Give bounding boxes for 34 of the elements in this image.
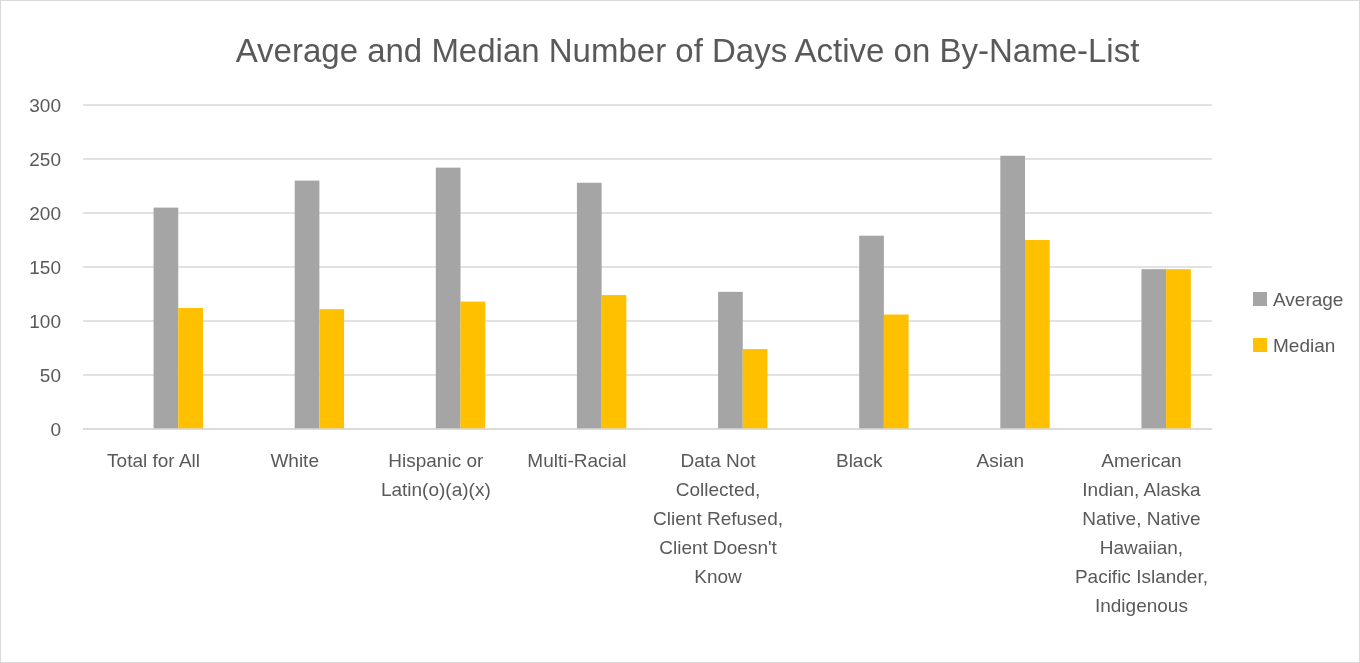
- y-tick-label: 250: [29, 148, 61, 170]
- bar: [576, 182, 602, 429]
- y-tick-label: 100: [29, 310, 61, 332]
- bar: [294, 180, 320, 429]
- x-tick-label: Multi-Racial: [527, 450, 627, 471]
- bar: [1025, 240, 1050, 429]
- legend-label: Average: [1273, 288, 1344, 310]
- bar: [883, 314, 909, 429]
- y-tick-label: 200: [29, 202, 61, 224]
- bar: [601, 295, 627, 429]
- x-tick-label: Total for All: [107, 450, 201, 471]
- bar: [178, 308, 203, 429]
- y-tick-label: 150: [29, 256, 61, 278]
- bar: [1141, 269, 1167, 429]
- x-tick-label: American Indian, Alaska Native, Native Hawaiian, Pacific Islander, Indigenous: [1074, 450, 1208, 616]
- bar: [153, 207, 179, 429]
- bar: [718, 291, 743, 429]
- bar: [859, 235, 884, 429]
- chart-title: Average and Median Number of Days Active on By-Name-List: [235, 32, 1140, 69]
- bar: [1000, 155, 1026, 429]
- bar: [1166, 269, 1191, 429]
- y-tick-label: 50: [39, 364, 61, 386]
- bar: [319, 309, 345, 429]
- x-tick-label: White: [270, 450, 319, 471]
- x-tick-label: Black: [835, 450, 883, 471]
- y-tick-label: 0: [50, 418, 61, 440]
- bar: [742, 349, 768, 429]
- x-tick-label: Hispanic or Latin(o)(a)(x): [380, 450, 491, 500]
- x-tick-label: Asian: [976, 450, 1025, 471]
- bar: [460, 301, 486, 429]
- y-tick-label: 300: [29, 94, 61, 116]
- legend-label: Median: [1273, 334, 1336, 356]
- x-tick-label: Data Not Collected, Client Refused, Client Doesn't Know: [653, 450, 784, 587]
- bar: [435, 167, 461, 429]
